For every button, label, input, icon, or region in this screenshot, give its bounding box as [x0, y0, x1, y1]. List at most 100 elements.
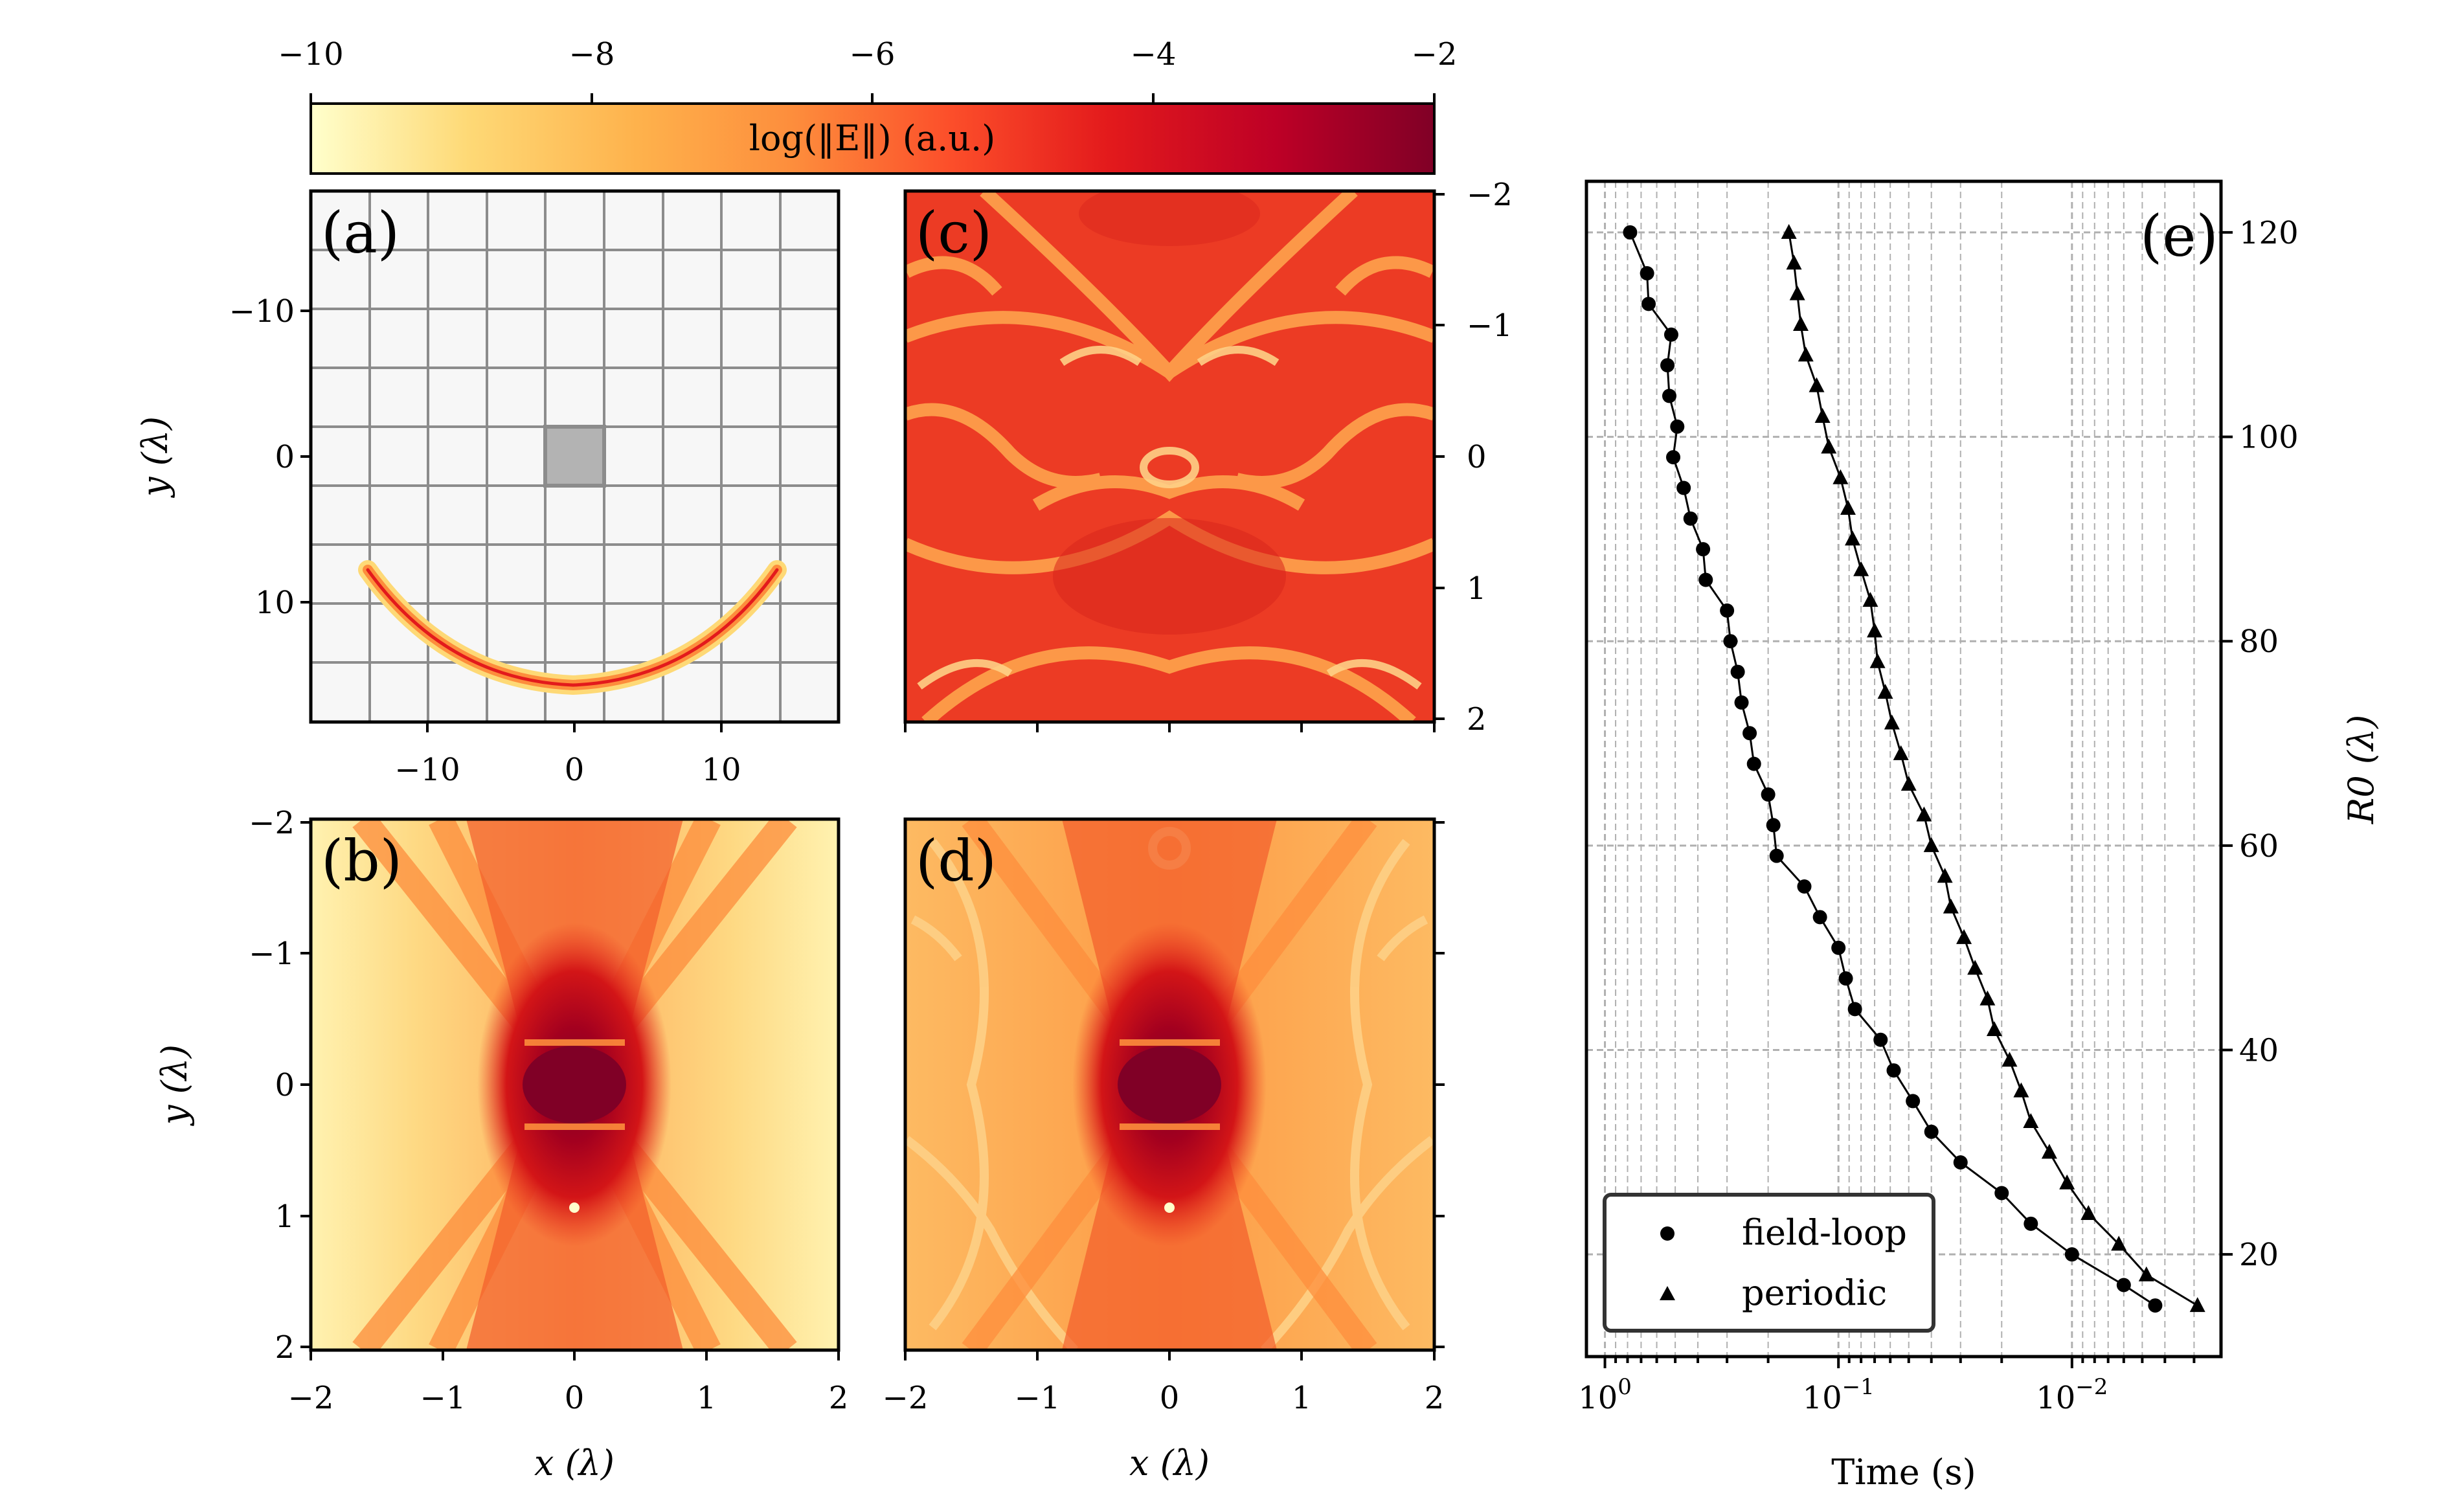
data-point-field-loop — [1723, 634, 1738, 649]
data-point-field-loop — [1730, 664, 1745, 679]
data-point-periodic — [1786, 254, 1802, 270]
panel-c: (c) −2 −1 0 1 2 — [903, 177, 1513, 738]
x-tick-label: −2 — [883, 1380, 929, 1416]
data-point-field-loop — [1886, 1063, 1901, 1078]
data-point-field-loop — [1666, 450, 1681, 465]
x-tick-label: −2 — [288, 1380, 334, 1416]
colorbar-tick-label: −2 — [1412, 36, 1458, 73]
data-point-periodic — [1869, 653, 1886, 668]
data-point-periodic — [1832, 469, 1849, 484]
data-point-field-loop — [1746, 756, 1761, 771]
panel-c-field — [905, 191, 1434, 722]
y-tick-label: 10 — [255, 585, 295, 621]
data-point-periodic — [2013, 1082, 2029, 1098]
data-point-field-loop — [1698, 572, 1713, 587]
data-point-periodic — [1844, 530, 1860, 546]
panel-b-field — [311, 819, 839, 1350]
panel-a: (a) −10 0 10 y (λ) −10 0 10 — [135, 189, 840, 788]
data-point-field-loop — [1640, 266, 1654, 281]
y-tick-label: 1 — [1467, 570, 1487, 607]
y-tick-label: −10 — [229, 293, 295, 330]
data-point-periodic — [2081, 1205, 2097, 1221]
data-point-field-loop — [1623, 225, 1638, 240]
data-point-periodic — [1956, 929, 1972, 944]
y-tick-label: −1 — [249, 936, 295, 972]
data-point-periodic — [1792, 315, 1809, 331]
panel-e-grid — [1586, 181, 2233, 1368]
data-point-field-loop — [1838, 971, 1853, 986]
legend-label-field-loop: field-loop — [1742, 1212, 1907, 1253]
x-tick-label: 2 — [1425, 1380, 1445, 1416]
panel-a-ylabel: y (λ) — [135, 416, 175, 498]
data-point-field-loop — [1924, 1124, 1939, 1139]
panel-a-yaxis: −10 0 10 y (λ) — [135, 293, 311, 621]
legend: field-loop periodic — [1603, 1193, 1935, 1333]
y-tick-label: 100 — [2239, 420, 2299, 456]
panel-b-xaxis: −2 −1 0 1 2 x (λ) — [288, 1350, 848, 1484]
panel-d-xaxis: −2 −1 0 1 2 x (λ) — [883, 1350, 1445, 1484]
panel-e-ylabel: R0 (λ) — [2341, 715, 2382, 825]
panel-a-xaxis: −10 0 10 — [394, 722, 741, 788]
data-point-periodic — [2023, 1113, 2039, 1128]
x-tick-label: 10 — [701, 752, 741, 788]
data-point-field-loop — [2024, 1216, 2038, 1231]
x-tick-label: 1 — [697, 1380, 717, 1416]
data-point-field-loop — [1742, 726, 1757, 741]
data-point-field-loop — [1663, 327, 1678, 342]
source-arc — [358, 560, 787, 695]
y-tick-label: 0 — [275, 439, 295, 475]
data-point-field-loop — [1683, 511, 1698, 526]
data-point-periodic — [1853, 561, 1869, 576]
panel-a-label: (a) — [321, 199, 400, 266]
legend-marker-triangle — [1660, 1286, 1675, 1300]
data-point-periodic — [1798, 346, 1814, 362]
panel-b: (b) −2 −1 0 1 2 y (λ) −2 −1 0 1 2 x (λ) — [154, 805, 848, 1484]
y-tick-label: 0 — [275, 1067, 295, 1103]
legend-label-periodic: periodic — [1742, 1272, 1887, 1313]
data-point-periodic — [1821, 438, 1837, 454]
panel-d: (d) −2 −1 0 1 2 x (λ) — [883, 817, 1445, 1484]
data-point-periodic — [1967, 960, 1983, 975]
data-point-periodic — [2111, 1236, 2127, 1251]
y-tick-label: 60 — [2239, 828, 2279, 864]
panel-e-series — [1623, 223, 2205, 1313]
data-point-field-loop — [1797, 879, 1812, 894]
panel-e-yaxis: 20 40 60 80 100 120 R0 (λ) — [2239, 215, 2382, 1273]
data-point-periodic — [1862, 592, 1878, 607]
y-tick-label: 40 — [2239, 1033, 2279, 1069]
data-point-periodic — [1943, 898, 1959, 914]
panel-e-xaxis: 100 10−1 10−2 Time (s) — [1578, 1374, 2108, 1493]
data-point-field-loop — [1994, 1186, 2009, 1201]
series-line-periodic — [1788, 232, 2198, 1307]
data-point-field-loop — [1831, 940, 1846, 955]
panel-c-label: (c) — [916, 199, 992, 266]
data-point-field-loop — [1641, 297, 1656, 311]
x-tick-label: 0 — [565, 752, 585, 788]
data-point-periodic — [1867, 622, 1883, 638]
panel-d-xlabel: x (λ) — [1129, 1443, 1210, 1484]
colorbar-tick-label: −8 — [569, 36, 615, 73]
data-point-periodic — [1884, 714, 1900, 730]
data-point-periodic — [2041, 1144, 2057, 1159]
data-point-field-loop — [1662, 389, 1676, 403]
x-tick-label: 0 — [565, 1380, 585, 1416]
data-point-periodic — [1809, 377, 1825, 392]
data-point-periodic — [1937, 868, 1953, 883]
data-point-field-loop — [1769, 848, 1784, 863]
legend-marker-circle — [1660, 1226, 1675, 1241]
panel-e-label: (e) — [2140, 203, 2218, 269]
x-tick-label: −10 — [394, 752, 460, 788]
data-point-periodic — [1789, 285, 1805, 300]
panel-b-yaxis: −2 −1 0 1 2 y (λ) — [154, 805, 311, 1366]
panel-b-label: (b) — [321, 828, 402, 894]
data-point-periodic — [1814, 408, 1831, 423]
y-tick-label: 120 — [2239, 215, 2299, 251]
y-tick-label: 0 — [1467, 439, 1487, 475]
y-tick-label: −2 — [1467, 177, 1513, 213]
x-tick-label: 10−2 — [2036, 1374, 2108, 1416]
data-point-field-loop — [1766, 818, 1781, 833]
panel-d-field — [905, 819, 1434, 1350]
panel-b-ylabel: y (λ) — [154, 1044, 195, 1126]
y-tick-label: 20 — [2239, 1237, 2279, 1273]
